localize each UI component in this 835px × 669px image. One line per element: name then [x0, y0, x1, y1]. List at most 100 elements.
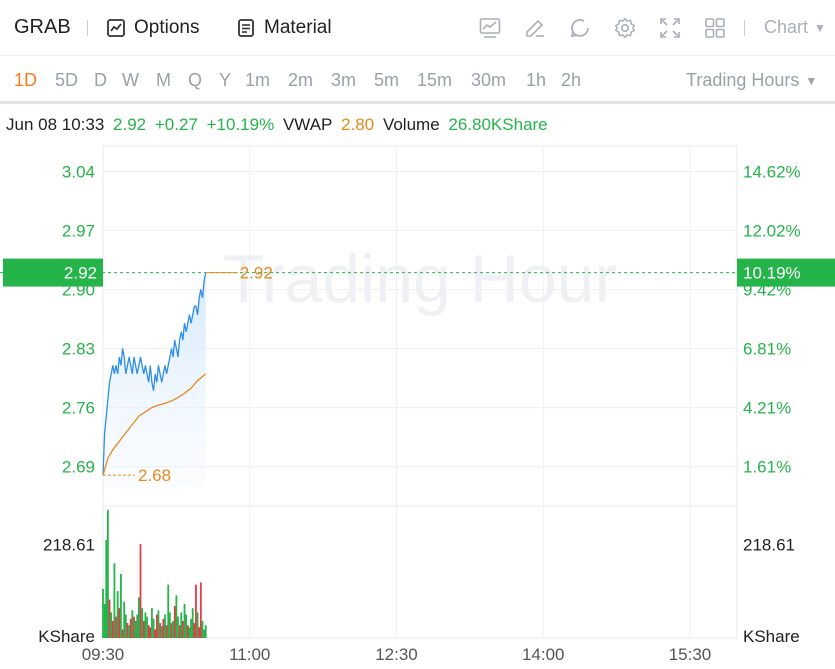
- period-tab-5d[interactable]: 5D: [55, 70, 79, 90]
- options-button[interactable]: Options: [106, 14, 199, 42]
- volume-bar: [157, 610, 160, 638]
- x-tick-label: 15:30: [669, 645, 712, 664]
- volume-tick-label: 218.61: [43, 536, 95, 555]
- vwap-value: 2.80: [341, 115, 375, 134]
- trading-hours-label: Trading Hours: [686, 70, 800, 90]
- x-tick-label: 11:00: [229, 645, 270, 664]
- quote-price: 2.92: [113, 115, 147, 134]
- period-tab-week[interactable]: W: [122, 70, 139, 90]
- low-label: 2.68: [138, 466, 171, 485]
- period-tab-1h[interactable]: 1h: [526, 70, 547, 90]
- volume-bar: [129, 618, 132, 638]
- chart-frame: [102, 145, 738, 639]
- volume-bar: [123, 601, 126, 638]
- toolbar-divider: [87, 20, 88, 36]
- indicator-icon[interactable]: [478, 16, 502, 40]
- volume-bar: [191, 608, 194, 638]
- volume-bar: [147, 625, 150, 638]
- volume-bar: [124, 614, 127, 638]
- volume-unit-label-right: KShare: [743, 627, 800, 646]
- period-tab-day[interactable]: D: [94, 70, 107, 90]
- period-tab-1d[interactable]: 1D: [14, 70, 38, 90]
- chart-type-dropdown[interactable]: Chart ▼: [764, 17, 826, 38]
- volume-bar: [137, 597, 140, 638]
- period-tab-5m[interactable]: 5m: [374, 70, 400, 90]
- volume-bar: [154, 629, 157, 638]
- volume-bar: [106, 510, 109, 638]
- current-price-badge: [3, 258, 103, 287]
- period-tab-month[interactable]: M: [156, 70, 171, 90]
- volume-bar: [142, 620, 145, 638]
- volume-bar: [118, 608, 121, 638]
- volume-bar: [116, 591, 119, 638]
- volume-bar: [102, 588, 104, 638]
- volume-label: Volume: [382, 115, 440, 134]
- pct-tick-label: 14.62%: [743, 162, 801, 181]
- period-tab-2h[interactable]: 2h: [561, 70, 582, 90]
- gear-icon[interactable]: [613, 16, 637, 40]
- volume-bar: [170, 623, 173, 638]
- volume-bar: [126, 623, 129, 638]
- options-label: Options: [134, 17, 200, 38]
- volume-bar: [105, 539, 108, 638]
- period-tab-30m[interactable]: 30m: [471, 70, 507, 90]
- volume-bar: [167, 584, 170, 638]
- volume-bar: [195, 584, 197, 638]
- volume-bar: [203, 629, 205, 638]
- x-tick-label: 14:00: [522, 645, 565, 664]
- trading-hours-dropdown[interactable]: Trading Hours ▼: [686, 70, 817, 91]
- y-tick-label: 2.69: [62, 458, 95, 477]
- volume-bar: [146, 616, 148, 638]
- period-tab-year[interactable]: Y: [219, 70, 232, 90]
- period-tab-1m[interactable]: 1m: [245, 70, 271, 90]
- volume-bar: [134, 620, 137, 638]
- refresh-icon[interactable]: [568, 16, 592, 40]
- document-icon: [238, 19, 254, 37]
- volume-bar: [149, 627, 152, 638]
- volume-bar: [180, 612, 183, 638]
- volume-bar: [173, 606, 176, 638]
- volume-bar: [201, 620, 204, 638]
- draw-icon[interactable]: [523, 16, 547, 40]
- volume-bar: [177, 616, 179, 638]
- volume-bar: [139, 544, 142, 638]
- top-toolbar: GRAB Options Material: [0, 0, 835, 56]
- current-pct-badge: [737, 258, 835, 287]
- toolbar-divider: [744, 20, 745, 36]
- volume-bar: [155, 614, 158, 638]
- volume-bar: [190, 618, 192, 638]
- volume-bar: [151, 608, 153, 638]
- volume-bar: [128, 625, 130, 638]
- current-price-label: 2.92: [64, 264, 97, 283]
- quote-datetime: Jun 08 10:33: [6, 115, 105, 134]
- intraday-chart[interactable]: Trading Hour 2.92 10.19% 2.92 2.68 3.04 14.6…: [0, 140, 835, 669]
- vwap-line: [102, 373, 207, 476]
- period-tab-2m[interactable]: 2m: [288, 70, 314, 90]
- volume-bar: [168, 612, 171, 638]
- caret-down-icon: ▼: [805, 73, 818, 88]
- volume-bar: [144, 612, 147, 638]
- volume-bar: [185, 614, 188, 638]
- volume-bar: [196, 612, 199, 638]
- volume-bar: [115, 616, 117, 638]
- volume-bar: [164, 614, 166, 638]
- period-tab-3m[interactable]: 3m: [331, 70, 357, 90]
- volume-value: 26.80KShare: [448, 115, 548, 134]
- volume-bar: [160, 626, 163, 638]
- volume-bar: [162, 618, 165, 638]
- volume-bar: [120, 574, 122, 638]
- volume-bar: [111, 620, 114, 638]
- fullscreen-icon[interactable]: [658, 16, 682, 40]
- period-tab-quarter[interactable]: Q: [188, 70, 203, 90]
- y-tick-label: 2.97: [62, 221, 95, 240]
- volume-bar: [193, 623, 196, 638]
- layout-grid-icon[interactable]: [703, 16, 727, 40]
- volume-bar: [204, 625, 207, 638]
- material-button[interactable]: Material: [236, 14, 332, 42]
- pct-tick-label: 9.42%: [743, 280, 791, 299]
- period-tab-15m[interactable]: 15m: [417, 70, 453, 90]
- pct-tick-label: 4.21%: [743, 399, 791, 418]
- y-tick-label: 2.90: [62, 280, 95, 299]
- volume-bar: [199, 582, 202, 638]
- high-label: 2.92: [240, 264, 273, 283]
